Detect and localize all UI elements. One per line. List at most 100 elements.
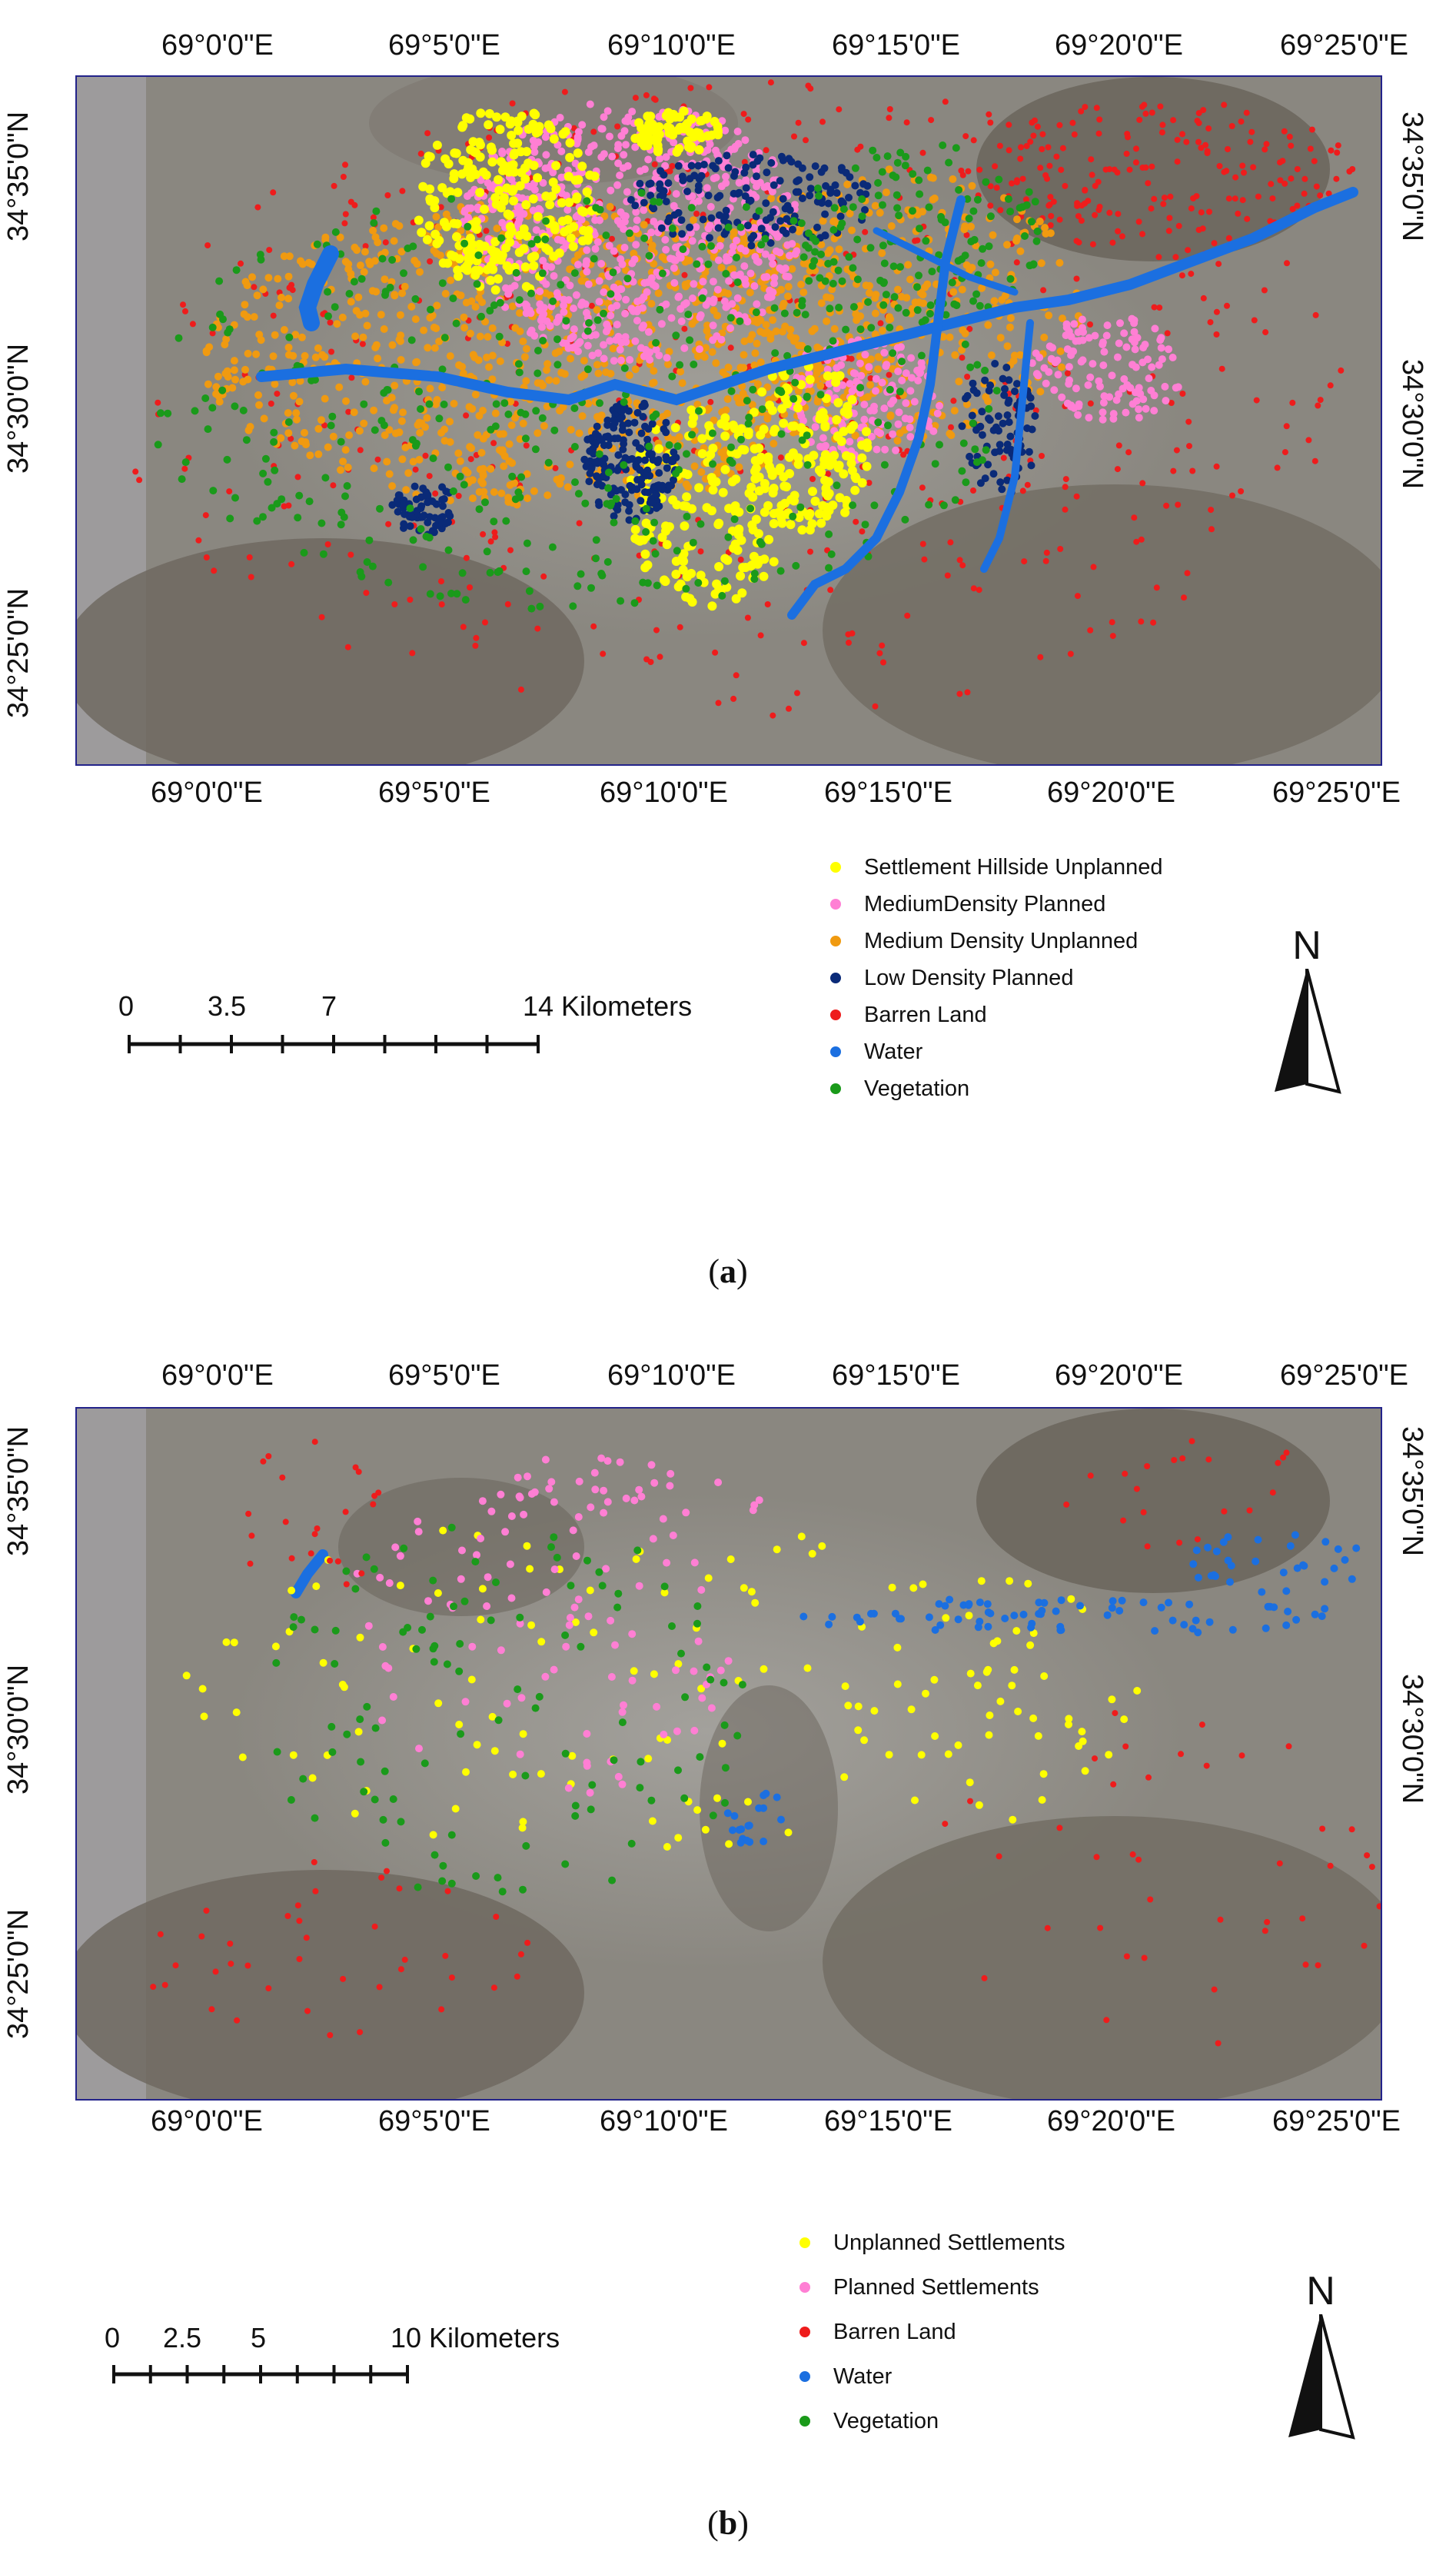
medium-planned-point bbox=[1058, 393, 1066, 401]
hillside-point bbox=[704, 421, 714, 431]
planned-point bbox=[507, 1512, 516, 1520]
barren-point bbox=[1200, 107, 1207, 114]
medium-planned-point bbox=[725, 277, 733, 285]
barren-point bbox=[1062, 476, 1069, 483]
medium-unplanned-point bbox=[374, 354, 382, 363]
unplanned-point bbox=[222, 1638, 231, 1646]
barren-point bbox=[1141, 101, 1148, 108]
vegetation-point bbox=[683, 450, 690, 458]
hillside-point bbox=[548, 178, 558, 187]
medium-planned-point bbox=[620, 225, 628, 233]
barren-point bbox=[992, 163, 999, 170]
unplanned-point bbox=[590, 1628, 598, 1637]
barren-point bbox=[438, 2006, 445, 2013]
medium-planned-point bbox=[788, 240, 796, 248]
vegetation-point bbox=[977, 259, 986, 268]
planned-point bbox=[607, 1673, 616, 1681]
medium-unplanned-point bbox=[839, 394, 848, 401]
hillside-point bbox=[643, 111, 653, 121]
vegetation-point bbox=[827, 550, 836, 558]
barren-point bbox=[396, 1885, 403, 1892]
medium-unplanned-point bbox=[355, 427, 364, 435]
left-lat-label: 34°35'0"N bbox=[2, 1425, 35, 1557]
hillside-point bbox=[731, 594, 741, 604]
vegetation-point bbox=[341, 492, 349, 501]
hillside-point bbox=[663, 108, 673, 118]
medium-planned-point bbox=[914, 377, 922, 384]
barren-point bbox=[285, 502, 292, 509]
hillside-point bbox=[776, 501, 786, 511]
medium-planned-point bbox=[741, 136, 750, 145]
low-density-point bbox=[634, 456, 643, 464]
barren-point bbox=[987, 119, 994, 126]
vegetation-point bbox=[270, 428, 278, 437]
barren-point bbox=[376, 1984, 383, 1991]
medium-planned-point bbox=[484, 179, 492, 187]
vegetation-point bbox=[154, 441, 162, 449]
barren-point bbox=[1095, 178, 1102, 185]
vegetation-point bbox=[517, 473, 526, 481]
medium-planned-point bbox=[1100, 348, 1109, 356]
barren-point bbox=[284, 1913, 291, 1919]
hillside-point bbox=[421, 158, 430, 168]
low-density-point bbox=[637, 475, 646, 484]
barren-point bbox=[482, 619, 488, 626]
barren-point bbox=[1047, 222, 1054, 228]
medium-unplanned-point bbox=[469, 494, 477, 503]
medium-planned-point bbox=[527, 309, 535, 318]
low-density-point bbox=[1003, 476, 1012, 484]
left-lat-label: 34°30'0"N bbox=[2, 343, 35, 474]
hillside-point bbox=[654, 444, 663, 454]
low-density-point bbox=[817, 168, 826, 176]
unplanned-point bbox=[182, 1672, 191, 1680]
planned-point bbox=[583, 1761, 591, 1770]
hillside-point bbox=[849, 421, 859, 431]
vegetation-point bbox=[972, 290, 981, 298]
medium-unplanned-point bbox=[491, 409, 500, 417]
medium-planned-point bbox=[1028, 359, 1036, 368]
vegetation-point bbox=[690, 361, 698, 368]
hillside-point bbox=[857, 453, 867, 463]
vegetation-point bbox=[901, 161, 909, 170]
medium-unplanned-point bbox=[567, 425, 575, 434]
vegetation-point bbox=[515, 296, 524, 304]
barren-point bbox=[1274, 464, 1281, 471]
unplanned-point bbox=[351, 1809, 359, 1818]
barren-point bbox=[203, 1908, 210, 1914]
hillside-point bbox=[568, 241, 578, 251]
barren-point bbox=[347, 198, 354, 205]
hillside-point bbox=[694, 483, 704, 493]
medium-unplanned-point bbox=[284, 429, 293, 437]
barren-point bbox=[1211, 1986, 1218, 1993]
medium-planned-point bbox=[1165, 345, 1172, 354]
barren-point bbox=[399, 188, 406, 195]
medium-planned-point bbox=[647, 228, 656, 237]
medium-unplanned-point bbox=[788, 264, 796, 273]
vegetation-point bbox=[542, 217, 550, 225]
hillside-point bbox=[470, 270, 480, 280]
medium-unplanned-point bbox=[740, 337, 749, 345]
low-density-point bbox=[587, 464, 596, 473]
medium-unplanned-point bbox=[647, 300, 656, 308]
low-density-point bbox=[981, 474, 989, 483]
hillside-point bbox=[862, 461, 872, 471]
barren-point bbox=[1277, 177, 1284, 184]
vegetation-point bbox=[444, 463, 452, 471]
planned-point bbox=[457, 1575, 465, 1583]
planned-point bbox=[618, 1780, 627, 1788]
barren-point bbox=[1279, 158, 1286, 165]
unplanned-point bbox=[648, 1817, 657, 1825]
barren-point bbox=[1069, 119, 1076, 126]
medium-planned-point bbox=[622, 295, 630, 304]
medium-unplanned-point bbox=[1056, 348, 1065, 355]
barren-point bbox=[1115, 211, 1122, 218]
medium-unplanned-point bbox=[519, 338, 527, 345]
medium-unplanned-point bbox=[607, 370, 615, 378]
low-density-point bbox=[776, 217, 785, 225]
hillside-point bbox=[499, 161, 509, 170]
hillside-point bbox=[452, 232, 461, 241]
unplanned-point bbox=[784, 1828, 793, 1837]
barren-point bbox=[1073, 238, 1080, 244]
vegetation-point bbox=[824, 259, 833, 268]
medium-planned-point bbox=[620, 244, 629, 251]
